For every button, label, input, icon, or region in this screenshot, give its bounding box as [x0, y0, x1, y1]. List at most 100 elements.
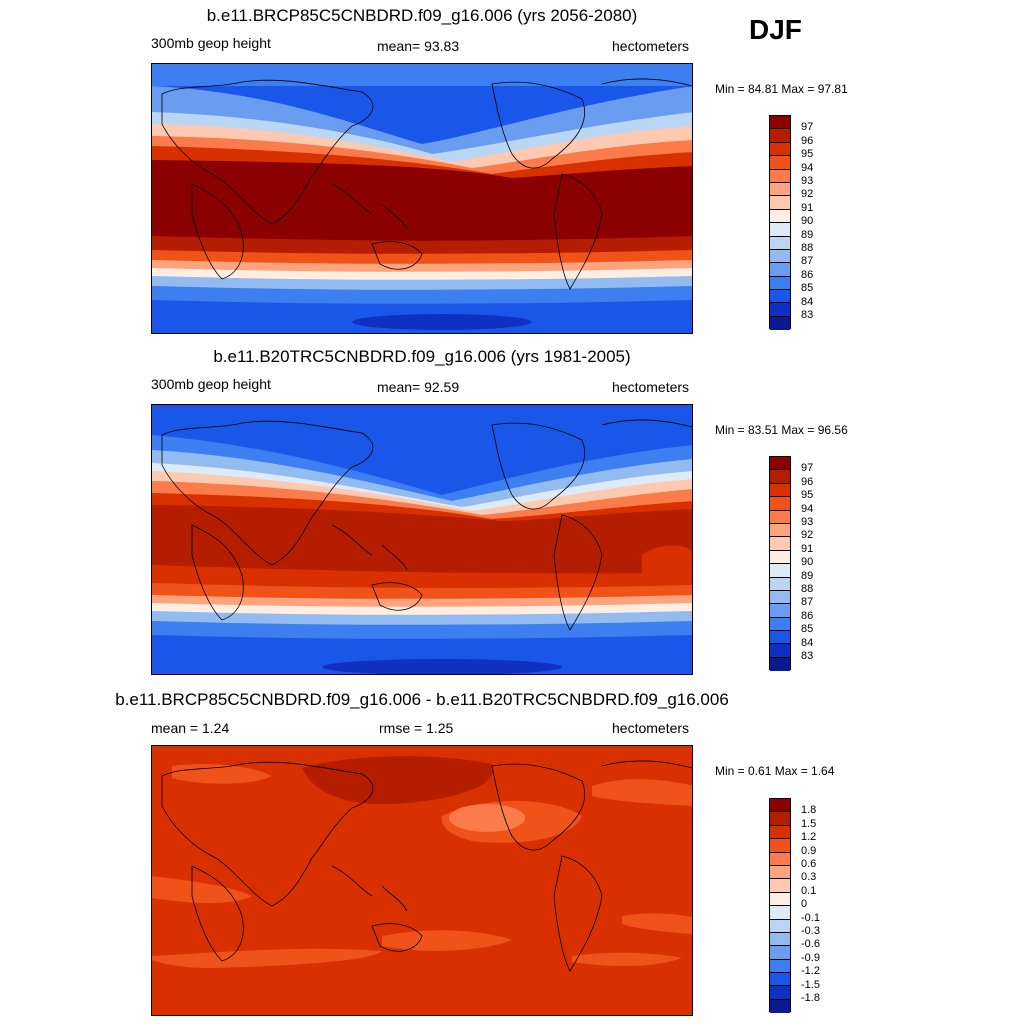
colorbar-tick-label: 0.1	[801, 884, 817, 897]
colorbar-swatch	[770, 523, 790, 538]
panel-2-mean-label: mean= 92.59	[377, 379, 460, 395]
colorbar-swatch	[770, 156, 790, 170]
panel-2-variable-label: 300mb geop height	[151, 376, 271, 392]
colorbar-swatch	[770, 577, 790, 591]
colorbar-swatch	[770, 223, 790, 237]
colorbar-swatch	[770, 946, 790, 960]
colorbar-swatch	[770, 196, 790, 210]
colorbar-swatch	[770, 906, 790, 920]
panel-2-units-label: hectometers	[612, 379, 690, 395]
colorbar-tick-label: 88	[801, 583, 814, 595]
colorbar-swatch	[770, 865, 790, 880]
colorbar-tick-label: 0.6	[801, 858, 817, 870]
colorbar-tick-label: 84	[801, 295, 814, 308]
panel-1-variable-label: 300mb geop height	[151, 35, 271, 51]
colorbar-tick-label: 90	[801, 215, 814, 228]
colorbar-swatch	[770, 852, 790, 866]
colorbar-swatch	[770, 986, 790, 1000]
colorbar-swatch	[770, 839, 790, 853]
colorbar-tick-label: -0.1	[801, 911, 820, 924]
panel-2-map	[151, 404, 693, 675]
colorbar-swatch	[770, 550, 790, 565]
colorbar-tick-label: 93	[801, 175, 814, 187]
colorbar-tick-label: 95	[801, 489, 814, 502]
panel-2-minmax-label: Min = 83.51 Max = 96.56	[715, 423, 848, 437]
colorbar-tick-label: -0.3	[801, 925, 820, 937]
colorbar-swatch	[770, 617, 790, 632]
panel-1-title: b.e11.BRCP85C5CNBDRD.f09_g16.006 (yrs 20…	[206, 6, 638, 25]
colorbar-tick-label: 86	[801, 609, 814, 622]
colorbar-swatch	[770, 537, 790, 551]
panel-3-contour-field	[152, 746, 692, 1015]
colorbar-swatch	[770, 631, 790, 645]
colorbar-swatch	[770, 129, 790, 143]
colorbar-tick-label: 88	[801, 242, 814, 254]
colorbar-tick-label: 85	[801, 282, 814, 295]
colorbar-swatch	[770, 604, 790, 618]
panel-1-units-label: hectometers	[612, 38, 690, 54]
colorbar-swatch	[770, 470, 790, 484]
panel-3-title: b.e11.BRCP85C5CNBDRD.f09_g16.006 - b.e11…	[115, 690, 729, 709]
colorbar-tick-label: 96	[801, 134, 814, 147]
colorbar-tick-label: 89	[801, 569, 814, 582]
colorbar-tick-label: 1.8	[801, 804, 817, 817]
panel-3-colorbar	[769, 798, 791, 1014]
colorbar-swatch	[770, 932, 790, 947]
colorbar-swatch	[770, 290, 790, 304]
colorbar-tick-label: 96	[801, 475, 814, 488]
colorbar-swatch	[770, 510, 790, 524]
panel-1-contour-field	[152, 64, 692, 333]
colorbar-swatch	[770, 812, 790, 826]
season-label: DJF	[749, 14, 802, 45]
panel-1-colorbar	[769, 115, 791, 331]
colorbar-tick-label: 91	[801, 542, 814, 555]
colorbar-swatch	[770, 276, 790, 291]
colorbar-swatch	[770, 564, 790, 578]
colorbar-tick-label: 83	[801, 309, 814, 321]
colorbar-swatch	[770, 919, 790, 933]
colorbar-swatch	[770, 116, 790, 130]
colorbar-tick-label: 87	[801, 596, 814, 609]
colorbar-swatch	[770, 263, 790, 277]
panel-2-title: b.e11.B20TRC5CNBDRD.f09_g16.006 (yrs 198…	[213, 347, 631, 366]
panel-3-mean-label: mean = 1.24	[151, 720, 230, 736]
colorbar-swatch	[770, 483, 790, 498]
colorbar-tick-label: 89	[801, 228, 814, 241]
colorbar-swatch	[770, 657, 790, 672]
colorbar-swatch	[770, 892, 790, 907]
colorbar-tick-label: 94	[801, 502, 814, 515]
panel-3-minmax-label: Min = 0.61 Max = 1.64	[715, 764, 835, 778]
colorbar-swatch	[770, 973, 790, 987]
colorbar-swatch	[770, 457, 790, 471]
colorbar-tick-label: 0	[801, 898, 808, 911]
colorbar-tick-label: 1.5	[801, 817, 817, 830]
colorbar-swatch	[770, 825, 790, 840]
colorbar-tick-label: -1.8	[801, 992, 820, 1004]
panel-1-minmax-label: Min = 84.81 Max = 97.81	[715, 82, 848, 96]
colorbar-swatch	[770, 879, 790, 893]
colorbar-tick-label: 93	[801, 516, 814, 528]
colorbar-tick-label: 90	[801, 556, 814, 569]
colorbar-tick-label: -0.6	[801, 938, 820, 951]
colorbar-tick-label: 95	[801, 148, 814, 161]
colorbar-swatch	[770, 142, 790, 157]
panel-2-colorbar	[769, 456, 791, 672]
panel-3-map	[151, 745, 693, 1016]
colorbar-swatch	[770, 799, 790, 813]
colorbar-swatch	[770, 590, 790, 605]
colorbar-tick-label: 97	[801, 121, 814, 134]
colorbar-tick-label: 91	[801, 201, 814, 214]
colorbar-swatch	[770, 182, 790, 197]
colorbar-tick-label: 84	[801, 636, 814, 649]
colorbar-swatch	[770, 249, 790, 264]
colorbar-swatch	[770, 999, 790, 1014]
colorbar-swatch	[770, 236, 790, 250]
colorbar-tick-label: -0.9	[801, 951, 820, 964]
colorbar-tick-label: -1.2	[801, 965, 820, 978]
colorbar-swatch	[770, 209, 790, 224]
colorbar-tick-label: 85	[801, 623, 814, 636]
colorbar-swatch	[770, 169, 790, 183]
panel-1-mean-label: mean= 93.83	[377, 38, 460, 54]
colorbar-tick-label: 94	[801, 161, 814, 174]
colorbar-tick-label: 92	[801, 529, 814, 542]
